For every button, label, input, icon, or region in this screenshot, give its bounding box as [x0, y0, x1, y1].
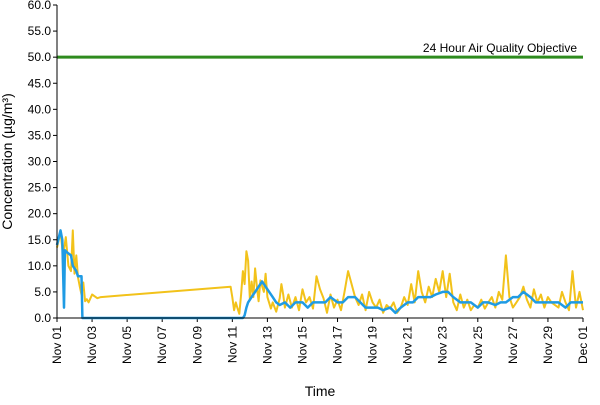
x-tick-label: Nov 01	[50, 326, 64, 364]
y-tick-label: 30.0	[28, 155, 52, 169]
x-tick-label: Nov 27	[506, 326, 520, 364]
x-axis-title: Time	[305, 383, 336, 399]
axes	[56, 5, 583, 319]
x-tick-label: Nov 05	[120, 326, 134, 364]
x-tick-label: Nov 23	[436, 326, 450, 364]
x-tick-label: Nov 07	[155, 326, 169, 364]
x-tick-label: Nov 15	[295, 326, 309, 364]
y-tick-label: 5.0	[34, 285, 51, 299]
x-tick-label: Nov 09	[190, 326, 204, 364]
objective-label: 24 Hour Air Quality Objective	[423, 41, 577, 55]
y-tick-label: 60.0	[28, 0, 52, 12]
y-tick-label: 45.0	[28, 76, 52, 90]
x-tick-label: Nov 29	[541, 326, 555, 364]
x-tick-label: Nov 13	[260, 326, 274, 364]
y-tick-label: 0.0	[34, 311, 51, 325]
x-tick-label: Nov 03	[85, 326, 99, 364]
y-tick-label: 15.0	[28, 233, 52, 247]
y-tick-label: 20.0	[28, 207, 52, 221]
x-axis-ticks: Nov 01 Nov 03 Nov 05 Nov 07 Nov 09 Nov 11 Nov …	[50, 318, 590, 364]
y-tick-label: 25.0	[28, 181, 52, 195]
y-tick-label: 35.0	[28, 128, 52, 142]
series-layer	[55, 55, 584, 320]
x-tick-label: Nov 19	[366, 326, 380, 364]
x-tick-label: Nov 21	[401, 326, 415, 364]
series-line-1	[56, 229, 584, 315]
y-tick-label: 50.0	[28, 50, 52, 64]
x-tick-label: Nov 11	[225, 326, 239, 363]
x-tick-label: Nov 17	[331, 326, 345, 364]
y-axis-ticks: 0.0 5.0 10.0 15.0 20.0 25.0 30.0 35.0 40.0 45.0 50…	[28, 0, 57, 325]
y-tick-label: 10.0	[28, 259, 52, 273]
y-tick-label: 40.0	[28, 102, 52, 116]
y-axis-title: Concentration (µg/m³)	[0, 93, 15, 229]
x-tick-label: Dec 01	[576, 326, 590, 364]
series-line-2	[55, 229, 583, 320]
y-tick-label: 55.0	[28, 24, 52, 38]
x-tick-label: Nov 25	[471, 326, 485, 364]
